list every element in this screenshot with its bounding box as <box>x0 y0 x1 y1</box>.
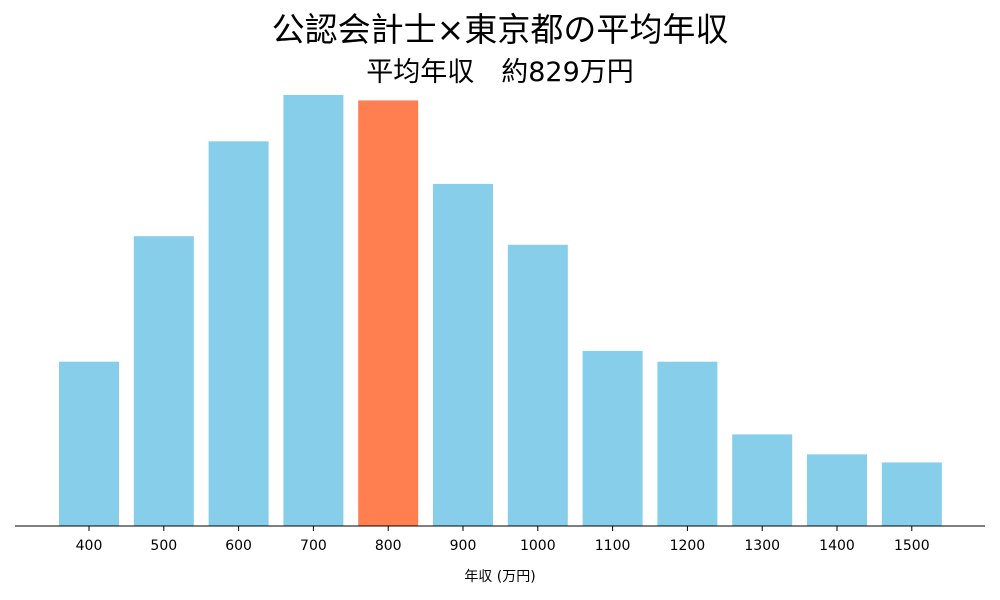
bar-1200 <box>657 361 718 526</box>
x-tick-label-800: 800 <box>375 538 402 554</box>
x-tick-label-600: 600 <box>225 538 252 554</box>
x-tick-label-1300: 1300 <box>744 538 780 554</box>
bar-500 <box>133 236 194 526</box>
x-tick-label-1200: 1200 <box>670 538 706 554</box>
x-tick-label-1000: 1000 <box>520 538 556 554</box>
chart-subtitle: 平均年収 約829万円 <box>366 57 634 88</box>
bar-600 <box>208 141 269 526</box>
bar-1400 <box>807 454 867 526</box>
x-tick-label-500: 500 <box>150 538 177 554</box>
x-axis-label: 年収 (万円) <box>464 569 535 585</box>
x-tick-label-700: 700 <box>300 538 327 554</box>
bar-1100 <box>582 350 643 526</box>
x-tick-label-1500: 1500 <box>894 538 930 554</box>
bar-700 <box>283 95 344 526</box>
bars-group <box>59 95 942 527</box>
bar-1000 <box>507 244 568 526</box>
x-tick-label-1100: 1100 <box>595 538 631 554</box>
x-tick-label-400: 400 <box>76 538 103 554</box>
chart-title: 公認会計士×東京都の平均年収 <box>271 10 729 49</box>
bar-800 <box>358 100 419 526</box>
bar-400 <box>59 361 119 526</box>
x-tick-label-1400: 1400 <box>819 538 855 554</box>
bar-900 <box>433 183 493 527</box>
x-ticks-group: 400 500 600 700 800 900 1000 1100 1200 1300 1400 15… <box>76 526 930 554</box>
x-tick-label-900: 900 <box>450 538 477 554</box>
bar-1300 <box>732 434 793 526</box>
bar-1500 <box>881 462 942 526</box>
